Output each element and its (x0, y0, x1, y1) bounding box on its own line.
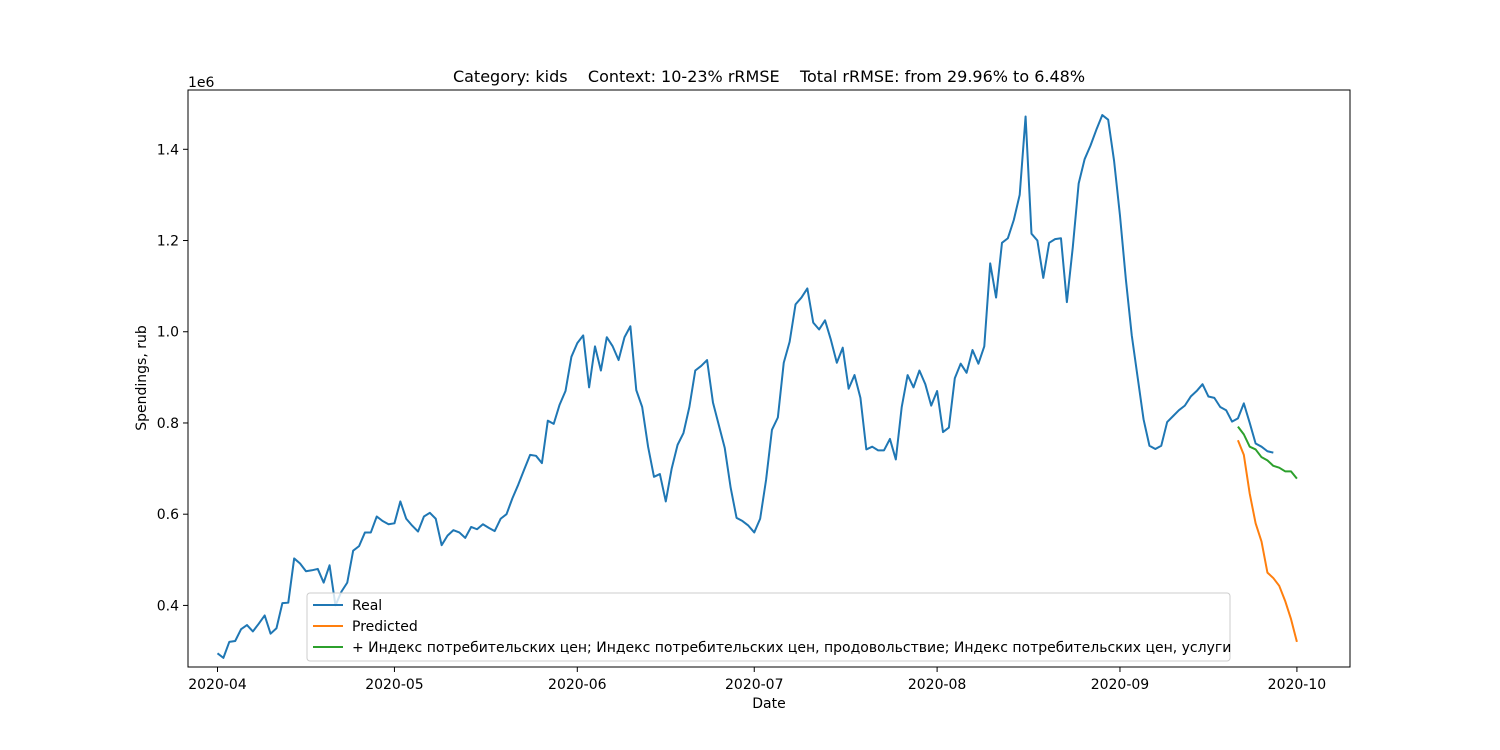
y-tick-label: 0.4 (157, 598, 179, 614)
y-tick-label: 1.4 (157, 142, 179, 158)
y-axis: 0.4 0.6 0.8 1.0 1.2 1.4 (157, 142, 188, 614)
y-tick-label: 0.8 (157, 416, 179, 432)
x-tick-label: 2020-09 (1091, 677, 1150, 693)
x-tick-label: 2020-10 (1268, 677, 1327, 693)
y-tick-label: 1.0 (157, 325, 179, 341)
plot-frame (187, 89, 1351, 668)
legend-label-1: Predicted (352, 619, 418, 635)
legend-box (306, 592, 1231, 662)
y-tick-label: 0.6 (157, 507, 179, 523)
y-tick-label: 1.2 (157, 234, 179, 250)
series-line-2 (1237, 426, 1298, 480)
series-layer (216, 114, 1298, 659)
x-tick-label: 2020-07 (725, 677, 784, 693)
legend-label-0: Real (352, 598, 382, 614)
x-tick-label: 2020-05 (365, 677, 424, 693)
x-axis-label: Date (752, 696, 785, 712)
series-line-1 (1237, 439, 1298, 643)
x-tick-label: 2020-08 (908, 677, 967, 693)
x-tick-label: 2020-06 (548, 677, 607, 693)
x-axis: 2020-04 2020-05 2020-06 2020-07 2020-08 2020-… (188, 667, 1326, 693)
x-tick-label: 2020-04 (188, 677, 247, 693)
y-axis-multiplier: 1e6 (188, 75, 215, 91)
series-line-0 (216, 114, 1274, 659)
legend-label-2: + Индекс потребительских цен; Индекс пот… (352, 640, 1231, 656)
y-axis-label: Spendings, rub (134, 325, 150, 431)
chart-title: Category: kids Context: 10-23% rRMSE Tot… (453, 67, 1085, 86)
legend: Real Predicted + Индекс потребительских це… (306, 592, 1231, 662)
